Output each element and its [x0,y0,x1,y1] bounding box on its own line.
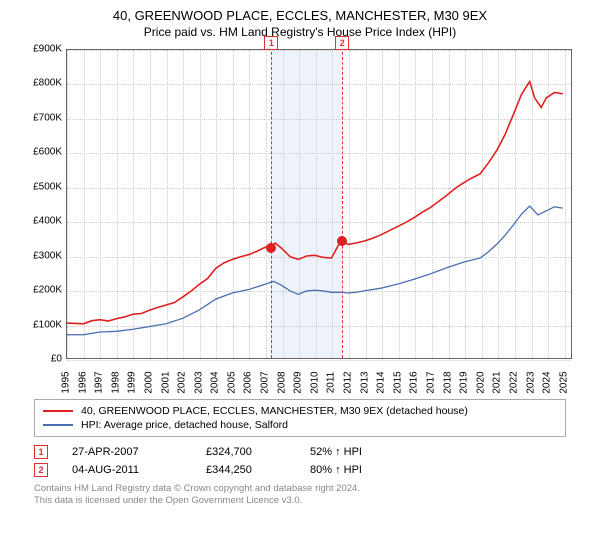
x-tick-label: 1996 [77,371,88,393]
transaction-badge: 1 [34,445,48,459]
footnote: Contains HM Land Registry data © Crown c… [34,483,566,508]
transaction-date: 04-AUG-2011 [72,464,182,476]
x-tick-label: 2001 [160,371,171,393]
series-marker-dot [266,243,276,253]
y-tick-label: £100K [20,319,62,330]
x-tick-label: 2008 [276,371,287,393]
plot-region: 12 [66,49,572,359]
y-tick-label: £300K [20,250,62,261]
x-tick-label: 2013 [359,371,370,393]
x-tick-label: 2018 [442,371,453,393]
x-tick-label: 2011 [326,372,337,394]
x-tick-label: 2006 [243,371,254,393]
x-tick-label: 2005 [226,371,237,393]
y-tick-label: £0 [20,354,62,365]
series-subject [67,81,563,323]
x-tick-label: 2009 [293,371,304,393]
x-tick-label: 2003 [193,371,204,393]
x-tick-label: 2021 [492,371,503,393]
x-tick-label: 2002 [177,371,188,393]
x-tick-label: 2025 [558,371,569,393]
chart-marker-badge: 2 [335,36,349,50]
x-tick-label: 2022 [508,371,519,393]
transaction-table: 1 27-APR-2007 £324,700 52% ↑ HPI 2 04-AU… [34,443,566,479]
footnote-line: Contains HM Land Registry data © Crown c… [34,483,566,495]
transaction-delta: 52% ↑ HPI [310,446,410,458]
transaction-price: £324,700 [206,446,286,458]
transaction-price: £344,250 [206,464,286,476]
x-tick-label: 2019 [459,371,470,393]
y-tick-label: £200K [20,285,62,296]
series-hpi [67,206,563,335]
series-marker-dot [337,236,347,246]
chart-subtitle: Price paid vs. HM Land Registry's House … [10,25,590,39]
y-tick-label: £500K [20,181,62,192]
chart-title: 40, GREENWOOD PLACE, ECCLES, MANCHESTER,… [10,8,590,23]
transaction-badge: 2 [34,463,48,477]
legend-label: 40, GREENWOOD PLACE, ECCLES, MANCHESTER,… [81,405,468,417]
x-tick-label: 2007 [260,371,271,393]
x-tick-label: 2014 [376,371,387,393]
title-block: 40, GREENWOOD PLACE, ECCLES, MANCHESTER,… [10,8,590,39]
x-tick-label: 2010 [309,371,320,393]
x-tick-label: 1997 [94,371,105,393]
legend-label: HPI: Average price, detached house, Salf… [81,419,288,431]
transaction-row: 2 04-AUG-2011 £344,250 80% ↑ HPI [34,461,566,479]
x-tick-label: 1998 [110,371,121,393]
x-tick-label: 1999 [127,371,138,393]
x-tick-label: 2017 [425,371,436,393]
chart-marker-badge: 1 [264,36,278,50]
x-tick-label: 2020 [475,371,486,393]
y-tick-label: £400K [20,216,62,227]
y-tick-label: £900K [20,44,62,55]
legend-swatch [43,410,73,412]
x-tick-label: 2023 [525,371,536,393]
y-tick-label: £800K [20,78,62,89]
footnote-line: This data is licensed under the Open Gov… [34,495,566,507]
y-tick-label: £700K [20,112,62,123]
y-tick-label: £600K [20,147,62,158]
transaction-date: 27-APR-2007 [72,446,182,458]
legend-item: HPI: Average price, detached house, Salf… [43,418,557,432]
legend-swatch [43,424,73,426]
transaction-delta: 80% ↑ HPI [310,464,410,476]
legend: 40, GREENWOOD PLACE, ECCLES, MANCHESTER,… [34,399,566,437]
x-tick-label: 2024 [542,371,553,393]
x-tick-label: 2004 [210,371,221,393]
x-tick-label: 2012 [343,371,354,393]
chart-area: 12 £0 £100K £200K £300K £400K £500K £600K £700K… [20,45,580,395]
x-tick-label: 1995 [61,371,72,393]
transaction-row: 1 27-APR-2007 £324,700 52% ↑ HPI [34,443,566,461]
x-tick-label: 2000 [143,371,154,393]
chart-container: 40, GREENWOOD PLACE, ECCLES, MANCHESTER,… [0,0,600,516]
x-tick-label: 2016 [409,371,420,393]
x-tick-label: 2015 [392,371,403,393]
legend-item: 40, GREENWOOD PLACE, ECCLES, MANCHESTER,… [43,404,557,418]
